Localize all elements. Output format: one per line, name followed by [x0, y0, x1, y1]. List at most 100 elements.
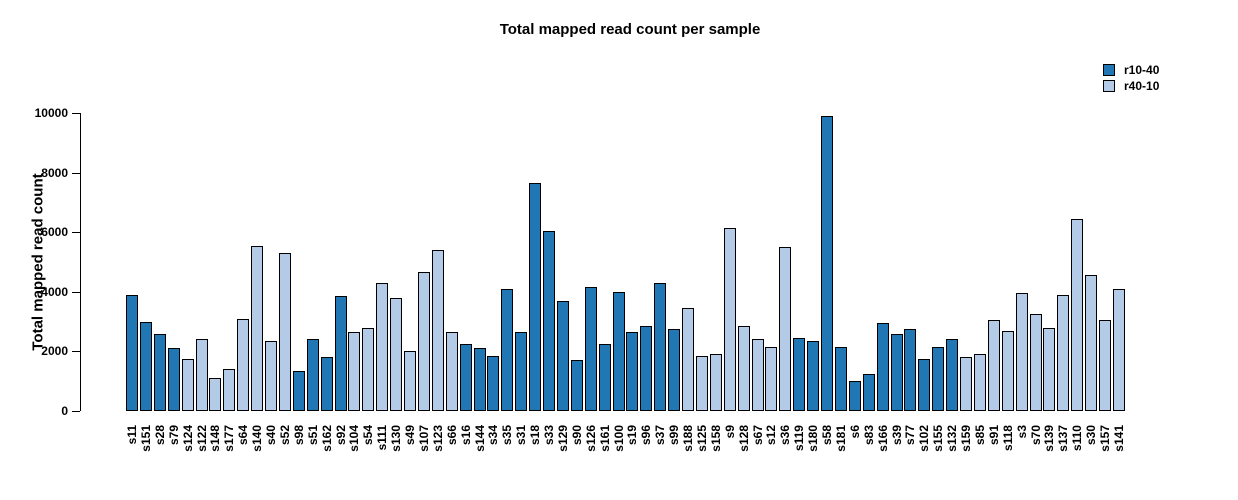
chart-title: Total mapped read count per sample	[499, 21, 761, 38]
x-tick-label: s35	[500, 425, 514, 446]
bar	[779, 247, 791, 411]
x-tick-label: s40	[264, 425, 278, 446]
x-tick-label: s96	[639, 425, 653, 446]
bar	[140, 322, 152, 411]
bar	[918, 359, 930, 411]
x-tick-label: s12	[764, 425, 778, 446]
x-tick-label: s118	[1001, 425, 1015, 452]
x-tick-label: s99	[667, 425, 681, 446]
x-tick-label: s36	[778, 425, 792, 446]
x-tick-label: s28	[153, 425, 167, 446]
bar	[696, 356, 708, 411]
x-tick-label: s128	[737, 425, 751, 452]
bar	[835, 347, 847, 411]
y-tick-label: 2000	[41, 344, 68, 359]
bar	[599, 344, 611, 411]
legend: r10-40 r40-10	[1103, 62, 1159, 94]
bar	[932, 347, 944, 411]
bar	[1085, 275, 1097, 411]
x-tick-label: s158	[709, 425, 723, 452]
bar	[390, 298, 402, 411]
x-tick-label: s98	[292, 425, 306, 446]
bar	[793, 338, 805, 411]
x-tick-label: s129	[556, 425, 570, 452]
bar	[529, 183, 541, 411]
x-tick-label: s132	[945, 425, 959, 452]
legend-label: r10-40	[1124, 63, 1160, 77]
x-tick-label: s162	[320, 425, 334, 452]
bar	[376, 283, 388, 411]
x-tick-label: s104	[347, 425, 361, 452]
x-tick-label: s11	[125, 425, 139, 445]
bar	[738, 326, 750, 411]
x-tick-label: s52	[278, 425, 292, 446]
bar	[682, 308, 694, 411]
x-tick-label: s123	[431, 425, 445, 452]
bar	[293, 371, 305, 411]
x-tick-label: s92	[334, 425, 348, 446]
bar	[765, 347, 777, 411]
bar	[474, 348, 486, 411]
bar	[1113, 289, 1125, 411]
y-tick-label: 6000	[41, 225, 68, 240]
y-tick-label: 10000	[34, 106, 68, 120]
bar	[487, 356, 499, 411]
x-tick-label: s66	[445, 425, 459, 446]
bar	[821, 116, 833, 411]
y-tick-label: 0	[61, 404, 68, 418]
bar	[362, 328, 374, 411]
bar	[891, 334, 903, 411]
bar	[724, 228, 736, 411]
x-tick-label: s126	[584, 425, 598, 452]
x-tick-label: s67	[751, 425, 765, 446]
bar	[849, 381, 861, 411]
x-tick-label: s79	[167, 425, 181, 446]
y-tick-label: 4000	[41, 284, 68, 299]
bar	[182, 359, 194, 411]
bar	[988, 320, 1000, 411]
x-tick-label: s144	[473, 425, 487, 452]
x-tick-label: s90	[570, 425, 584, 446]
bar	[668, 329, 680, 411]
bar	[1057, 295, 1069, 411]
bar	[168, 348, 180, 411]
x-tick-label: s155	[931, 425, 945, 452]
x-tick-label: s51	[306, 425, 320, 446]
x-tick-label: s141	[1112, 425, 1126, 452]
bar	[126, 295, 138, 411]
bar	[557, 301, 569, 411]
x-tick-label: s111	[375, 425, 389, 451]
legend-swatch-icon	[1103, 80, 1115, 92]
x-tick-label: s16	[459, 425, 473, 446]
x-tick-label: s148	[208, 425, 222, 452]
x-tick-label: s39	[890, 425, 904, 446]
legend-swatch-icon	[1103, 64, 1115, 76]
bar	[543, 231, 555, 411]
bar	[710, 354, 722, 411]
x-tick-label: s107	[417, 425, 431, 452]
bar	[863, 374, 875, 411]
x-tick-label: s49	[403, 425, 417, 446]
x-tick-label: s140	[250, 425, 264, 452]
x-tick-label: s19	[625, 425, 639, 446]
x-tick-label: s70	[1029, 425, 1043, 446]
x-tick-label: s125	[695, 425, 709, 452]
y-axis-line	[80, 113, 81, 411]
x-tick-label: s37	[653, 425, 667, 446]
bar	[432, 250, 444, 411]
bar	[209, 378, 221, 411]
y-tick-mark	[72, 113, 80, 114]
bar	[877, 323, 889, 411]
bar	[265, 341, 277, 411]
y-tick-mark	[72, 351, 80, 353]
bar	[1016, 293, 1028, 411]
x-tick-label: s102	[917, 425, 931, 452]
x-tick-label: s77	[903, 425, 917, 446]
x-tick-label: s3	[1015, 425, 1029, 439]
bar	[1030, 314, 1042, 411]
x-tick-label: s177	[222, 425, 236, 452]
bar	[613, 292, 625, 411]
y-tick-mark	[72, 232, 80, 234]
y-tick-label: 8000	[41, 165, 68, 180]
